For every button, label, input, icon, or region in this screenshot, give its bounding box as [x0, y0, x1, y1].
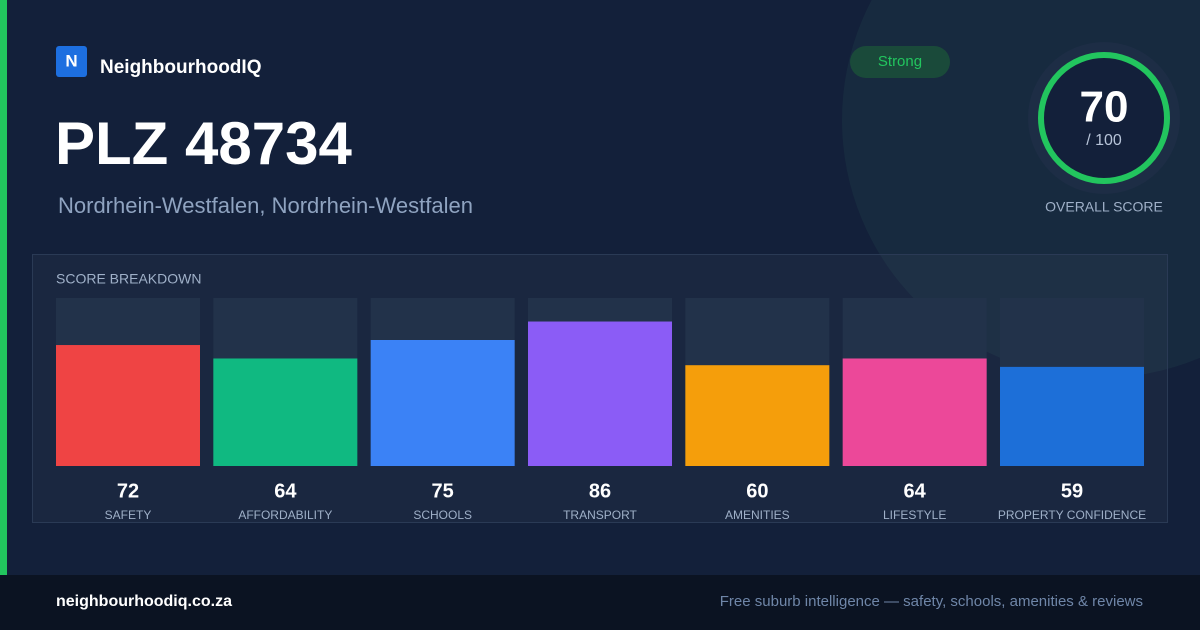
score-ring [1038, 52, 1170, 184]
value-label: 72 [117, 480, 139, 502]
bar [842, 358, 987, 466]
subtitle: Nordrhein-Westfalen, Nordrhein-Westfalen [58, 193, 473, 218]
bar [1000, 366, 1144, 466]
category-label: LIFESTYLE [883, 508, 946, 522]
value-label: 59 [1061, 480, 1083, 502]
bar [370, 340, 515, 466]
breakdown-panel [32, 254, 1168, 523]
bar [685, 365, 830, 466]
logo-letter: N [65, 51, 77, 70]
overall-label: OVERALL SCORE [1045, 199, 1163, 215]
bar [528, 321, 672, 466]
value-label: 60 [746, 480, 768, 502]
accent-stripe [0, 0, 7, 575]
badge [850, 46, 950, 78]
overall-score: 70 [1080, 83, 1129, 132]
footer-site: neighbourhoodiq.co.za [56, 593, 232, 610]
overall-max: / 100 [1086, 132, 1122, 149]
footer [0, 575, 1200, 630]
badge-text: Strong [878, 53, 922, 70]
category-label: AFFORDABILITY [238, 508, 332, 522]
category-label: PROPERTY CONFIDENCE [998, 508, 1146, 522]
title: PLZ 48734 [55, 110, 352, 177]
category-label: SAFETY [105, 508, 152, 522]
value-label: 64 [274, 480, 297, 502]
category-label: SCHOOLS [413, 508, 472, 522]
value-label: 86 [589, 480, 611, 502]
bar [56, 345, 200, 466]
brand: NeighbourhoodIQ [100, 57, 261, 78]
bar [213, 358, 358, 466]
category-label: AMENITIES [725, 508, 790, 522]
value-label: 64 [904, 480, 927, 502]
value-label: 75 [432, 480, 454, 502]
bar-chart: 72 SAFETY 64 AFFORDABILITY 75 SCHOOLS 86 TRANSP… [56, 298, 1146, 522]
category-label: TRANSPORT [563, 508, 637, 522]
logo [56, 46, 87, 77]
footer-tagline: Free suburb intelligence — safety, schoo… [720, 593, 1143, 610]
section-label: SCORE BREAKDOWN [56, 271, 201, 287]
